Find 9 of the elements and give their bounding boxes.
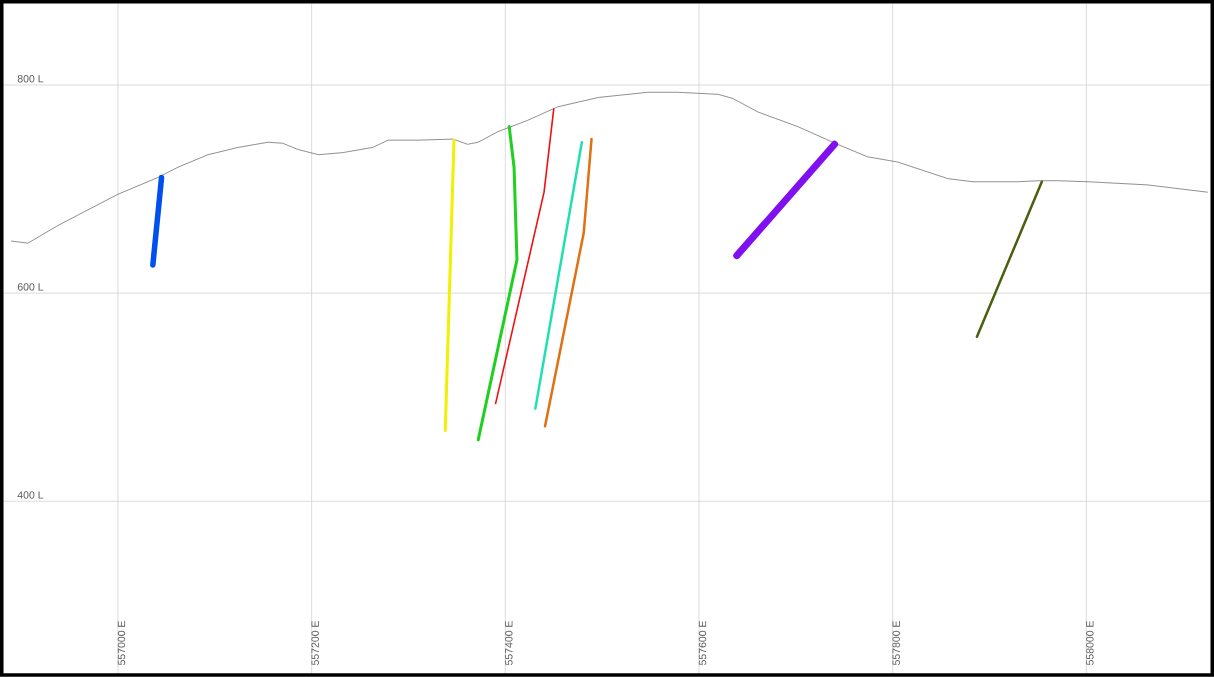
x-tick-label: 557000 E — [117, 621, 126, 666]
x-tick-label: 557800 E — [892, 621, 900, 666]
x-tick-label: 557600 E — [698, 621, 707, 666]
y-tick-label: 600 L — [17, 283, 44, 291]
y-tick-label: 800 L — [17, 75, 44, 83]
x-tick-label: 558000 E — [1086, 621, 1094, 666]
x-tick-label: 557200 E — [311, 621, 319, 666]
y-tick-label: 400 L — [17, 491, 44, 499]
x-tick-label: 557400 E — [505, 621, 513, 666]
